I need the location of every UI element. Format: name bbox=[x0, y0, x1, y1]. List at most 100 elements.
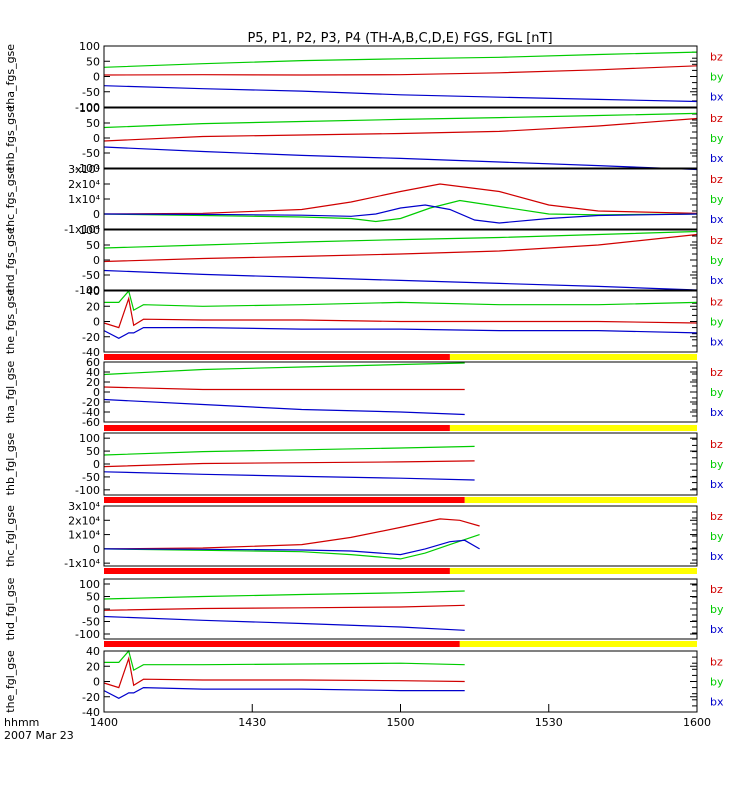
bar-segment-yellow bbox=[449, 568, 697, 574]
y-tick-label: 50 bbox=[86, 591, 100, 604]
legend-by: by bbox=[710, 676, 724, 689]
y-axis-label: thb_fgs_gse bbox=[4, 105, 17, 171]
bar-segment-red bbox=[104, 497, 465, 503]
y-tick-label: 0 bbox=[93, 208, 100, 221]
series-by-line bbox=[104, 649, 465, 671]
y-tick-label: 20 bbox=[86, 660, 100, 673]
series-by-line bbox=[103, 445, 475, 456]
y-tick-label: 0 bbox=[93, 71, 100, 84]
legend-bx: bx bbox=[710, 336, 724, 349]
series-bz-line bbox=[103, 518, 480, 550]
panel-frame bbox=[103, 578, 698, 640]
series-bz-line bbox=[103, 183, 698, 215]
legend-bz: bz bbox=[710, 296, 723, 309]
y-axis-label: tha_fgl_gse bbox=[4, 361, 17, 424]
y-axis-label: the_fgl_gse bbox=[4, 650, 17, 713]
legend-bx: bx bbox=[710, 550, 724, 563]
y-tick-label: 40 bbox=[86, 366, 100, 379]
series-bx-line bbox=[103, 204, 698, 224]
legend-bx: bx bbox=[710, 623, 724, 636]
legend-bz: bz bbox=[710, 51, 723, 64]
bar-segment-yellow bbox=[464, 497, 697, 503]
series-bz-line bbox=[103, 604, 465, 611]
legend-bz: bz bbox=[710, 656, 723, 669]
legend-by: by bbox=[710, 316, 724, 329]
panel-thb_fgs_gse: 100 50 0 -50 -100 thb_fgs_gse bz by bx bbox=[4, 102, 724, 175]
bar-segment-red bbox=[104, 641, 460, 647]
legend-bz: bz bbox=[710, 510, 723, 523]
panel-the_fgl_gse: 40 20 0 -20 -40 the_fgl_gse bz by bx bbox=[4, 645, 724, 719]
y-tick-label: 20 bbox=[86, 376, 100, 389]
panel-frame bbox=[103, 505, 698, 567]
availability-bar bbox=[104, 641, 697, 647]
panel-thc_fgs_gse: 3x10⁴ 2x10⁴ 1x10⁴ 0 -1x10⁴ thc_fgs_gse bz by bx bbox=[4, 163, 724, 236]
y-tick-label: 3x10⁴ bbox=[68, 163, 101, 176]
y-tick-label: -40 bbox=[82, 346, 100, 359]
legend-bz: bz bbox=[710, 234, 723, 247]
y-tick-label: 0 bbox=[93, 316, 100, 329]
legend-bx: bx bbox=[710, 213, 724, 226]
y-tick-label: 0 bbox=[93, 543, 100, 556]
legend-bz: bz bbox=[710, 173, 723, 186]
y-axis-label: the_fgs_gse bbox=[4, 289, 17, 354]
legend-by: by bbox=[710, 254, 724, 267]
bar-segment-red bbox=[104, 568, 450, 574]
series-by-line bbox=[103, 362, 465, 376]
availability-bar bbox=[104, 568, 697, 574]
y-tick-label: -1x10⁴ bbox=[64, 557, 100, 570]
bar-segment-red bbox=[104, 425, 450, 431]
y-tick-label: -60 bbox=[82, 416, 100, 429]
y-tick-label: -50 bbox=[82, 471, 100, 484]
y-axis-label: thc_fgs_gse bbox=[4, 167, 17, 232]
series-bz-line bbox=[103, 233, 698, 263]
y-tick-label: 1x10⁴ bbox=[68, 193, 101, 206]
y-tick-label: -1x10⁴ bbox=[64, 223, 100, 236]
panel-frame bbox=[103, 650, 698, 713]
series-bz-line bbox=[103, 65, 698, 76]
y-tick-label: -20 bbox=[82, 691, 100, 704]
chart-title: P5, P1, P2, P3, P4 (TH-A,B,C,D,E) FGS, F… bbox=[247, 31, 552, 46]
y-tick-label: 50 bbox=[86, 445, 100, 458]
panel-frame bbox=[103, 290, 698, 353]
bar-segment-yellow bbox=[459, 641, 697, 647]
y-tick-label: 60 bbox=[86, 356, 100, 369]
y-tick-label: 50 bbox=[86, 55, 100, 68]
y-tick-label: 100 bbox=[79, 40, 100, 53]
y-tick-label: 0 bbox=[93, 254, 100, 267]
y-tick-label: 100 bbox=[79, 224, 100, 237]
series-bz-line bbox=[103, 117, 698, 142]
legend-bx: bx bbox=[710, 152, 724, 165]
y-tick-label: -40 bbox=[82, 406, 100, 419]
y-tick-label: 100 bbox=[79, 432, 100, 445]
y-tick-label: -50 bbox=[82, 147, 100, 160]
y-axis-label: thd_fgs_gse bbox=[4, 227, 17, 293]
series-bx-line bbox=[103, 471, 475, 481]
y-axis-label: thb_fgl_gse bbox=[4, 432, 17, 495]
legend-by: by bbox=[710, 71, 724, 84]
y-axis-label: thd_fgl_gse bbox=[4, 577, 17, 640]
legend-by: by bbox=[710, 386, 724, 399]
y-tick-label: 0 bbox=[93, 603, 100, 616]
x-tick-label: 1500 bbox=[387, 716, 415, 729]
bar-segment-yellow bbox=[449, 425, 697, 431]
y-tick-label: -100 bbox=[75, 628, 100, 641]
y-tick-label: 0 bbox=[93, 458, 100, 471]
y-tick-label: -50 bbox=[82, 616, 100, 629]
series-by-line bbox=[103, 590, 465, 600]
y-tick-label: -100 bbox=[75, 101, 100, 114]
series-bx-line bbox=[103, 327, 698, 339]
legend-by: by bbox=[710, 530, 724, 543]
bar-segment-red bbox=[104, 354, 450, 360]
y-tick-label: -20 bbox=[82, 331, 100, 344]
y-tick-label: 20 bbox=[86, 300, 100, 313]
y-tick-label: 100 bbox=[79, 102, 100, 115]
y-tick-label: -40 bbox=[82, 706, 100, 719]
legend-bz: bz bbox=[710, 583, 723, 596]
legend-bx: bx bbox=[710, 91, 724, 104]
legend-by: by bbox=[710, 603, 724, 616]
y-tick-label: 0 bbox=[93, 676, 100, 689]
legend-bx: bx bbox=[710, 696, 724, 709]
